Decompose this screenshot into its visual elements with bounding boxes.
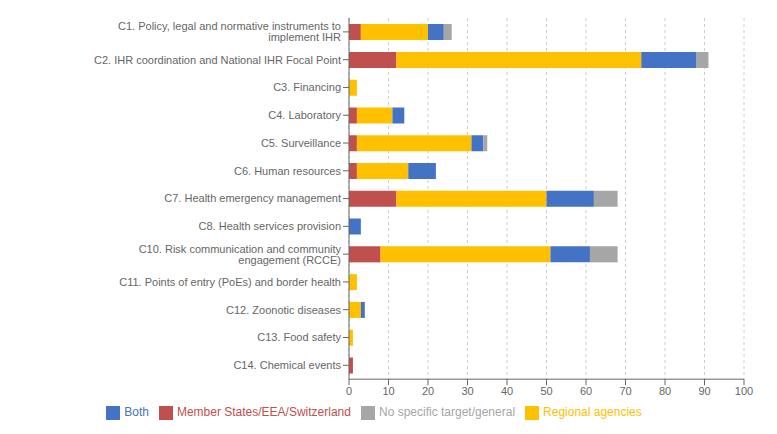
svg-text:50: 50 xyxy=(540,385,552,397)
svg-text:0: 0 xyxy=(346,385,352,397)
html-text:Member States/EEA/Switzerland: Member States/EEA/Switzerland xyxy=(176,405,351,420)
svg-text:C10. Risk communication and co: C10. Risk communication and communityeng… xyxy=(139,243,342,266)
svg-text:C14. Chemical events: C14. Chemical events xyxy=(233,359,341,371)
svg-text:C6. Human resources: C6. Human resources xyxy=(234,165,341,177)
svg-text:C8. Health services provision: C8. Health services provision xyxy=(199,220,341,232)
svg-text:90: 90 xyxy=(698,385,710,397)
html-text:No specific target/general: No specific target/general xyxy=(379,405,515,420)
svg-text:C12. Zoonotic diseases: C12. Zoonotic diseases xyxy=(226,304,341,316)
svg-text:80: 80 xyxy=(659,385,671,397)
svg-text:10: 10 xyxy=(382,385,394,397)
html-text:Both: Both xyxy=(124,405,149,420)
svg-text:60: 60 xyxy=(580,385,592,397)
svg-text:40: 40 xyxy=(501,385,513,397)
svg-text:C2. IHR coordination and Natio: C2. IHR coordination and National IHR Fo… xyxy=(94,54,341,66)
svg-text:C7. Health emergency managemen: C7. Health emergency management xyxy=(164,192,341,204)
svg-text:C5. Surveillance: C5. Surveillance xyxy=(261,137,341,149)
svg-text:C13. Food safety: C13. Food safety xyxy=(257,331,341,343)
svg-text:20: 20 xyxy=(422,385,434,397)
svg-text:C11. Points of entry (PoEs) an: C11. Points of entry (PoEs) and border h… xyxy=(119,276,341,288)
svg-text:30: 30 xyxy=(461,385,473,397)
svg-text:100: 100 xyxy=(735,385,753,397)
svg-text:C3. Financing: C3. Financing xyxy=(273,81,341,93)
html-text:Regional agencies: Regional agencies xyxy=(543,405,642,420)
svg-text:70: 70 xyxy=(619,385,631,397)
svg-text:C1. Policy, legal and normativ: C1. Policy, legal and normative instrume… xyxy=(118,20,341,43)
svg-text:C4. Laboratory: C4. Laboratory xyxy=(268,109,341,121)
